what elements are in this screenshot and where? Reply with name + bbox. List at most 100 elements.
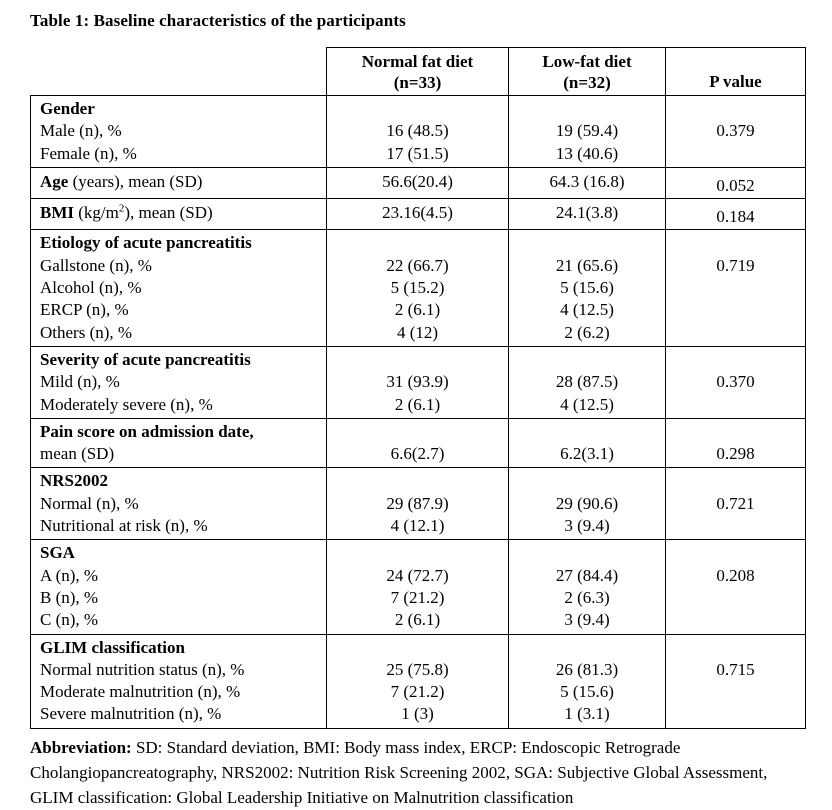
row-label: BMI (kg/m2), mean (SD) [40,202,324,224]
p-value: 0.719 [716,255,755,275]
p-value-cell: 0.052 [665,166,806,200]
p-value-cell: 0.184 [665,198,806,231]
value: 29 (87.9) [386,493,449,513]
table-row-gender: Gender Male (n), % Female (n), % 16 (48.… [30,95,806,168]
row-label-rest: ), mean (SD) [124,203,213,223]
normal-fat-cell: 22 (66.7) 5 (15.2) 2 (6.1) 4 (12) [326,229,509,347]
row-label: Moderate malnutrition (n), % [40,682,241,702]
value: 22 (66.7) [386,255,449,275]
abbreviations-note: Abbreviation: SD: Standard deviation, BM… [30,735,782,810]
spacer [670,232,801,254]
low-fat-cell: 21 (65.6) 5 (15.6) 4 (12.5) 2 (6.2) [508,229,666,347]
value: 1 (3.1) [564,704,610,724]
value: 24 (72.7) [386,565,449,585]
row-label: C (n), % [40,610,99,630]
col-header-line: (n=32) [563,73,611,92]
col-header-line: Low-fat diet [542,52,632,71]
value: 21 (65.6) [555,255,619,275]
table-title: Table 1: Baseline characteristics of the… [30,11,406,30]
row-label: Gallstone (n), % [40,255,152,275]
row-label: Age (years), mean (SD) [40,171,324,193]
value: 4 (12) [396,322,439,342]
value: 2 (6.1) [394,610,441,630]
col-header-line: Normal fat diet [361,52,474,71]
spacer [670,542,801,564]
row-label: mean (SD) [40,444,115,464]
value: 26 (81.3) [555,659,619,679]
spacer [670,470,801,492]
spacer [331,421,504,443]
low-fat-cell: 27 (84.4) 2 (6.3) 3 (9.4) [508,539,666,635]
table-row-glim: GLIM classification Normal nutrition sta… [30,633,806,729]
p-value: 0.721 [716,493,755,513]
value: 28 (87.5) [555,372,619,392]
low-fat-cell: 64.3 (16.8) [508,166,666,200]
normal-fat-cell: 29 (87.9) 4 (12.1) [326,467,509,541]
value: 3 (9.4) [564,516,610,536]
p-value-cell: 0.715 [665,633,806,729]
row-label-cell: Severity of acute pancreatitis Mild (n),… [30,345,327,419]
col-header-low-fat-diet: Low-fat diet (n=32) [508,47,666,96]
row-label-cell: Etiology of acute pancreatitis Gallstone… [30,229,327,347]
normal-fat-cell: 23.16(4.5) [326,198,509,231]
value: 7 (21.2) [390,587,445,607]
spacer [331,470,504,492]
superscript: 2 [118,202,125,215]
table-row-age: Age (years), mean (SD) 56.6(20.4) 64.3 (… [30,166,806,200]
table-row-etiology: Etiology of acute pancreatitis Gallstone… [30,229,806,347]
row-label: Female (n), % [40,143,137,163]
row-label: Severe malnutrition (n), % [40,704,222,724]
row-label: Nutritional at risk (n), % [40,516,208,536]
section-heading: Severity of acute pancreatitis [40,349,251,369]
value: 1 (3) [401,704,434,724]
p-value: 0.052 [716,175,755,195]
table-row-sga: SGA A (n), % B (n), % C (n), % 24 (72.7)… [30,539,806,635]
spacer [513,542,661,564]
normal-fat-cell: 16 (48.5) 17 (51.5) [326,95,509,168]
row-label-bold: BMI [40,203,74,223]
spacer [513,637,661,659]
section-heading: NRS2002 [40,471,109,491]
row-label: A (n), % [40,565,99,585]
row-label: B (n), % [40,587,99,607]
value: 5 (15.2) [390,278,445,298]
value: 13 (40.6) [555,143,619,163]
abbreviations-label: Abbreviation: [30,737,132,757]
value: 4 (12.1) [390,516,445,536]
table-header-row: Normal fat diet (n=33) Low-fat diet (n=3… [31,47,806,96]
row-label: Moderately severe (n), % [40,394,213,414]
row-label-cell: SGA A (n), % B (n), % C (n), % [30,539,327,635]
row-label-rest: (years), mean (SD) [68,171,203,191]
normal-fat-cell: 56.6(20.4) [326,166,509,200]
row-label: Normal nutrition status (n), % [40,659,245,679]
table-row-pain-score: Pain score on admission date, mean (SD) … [30,417,806,469]
baseline-characteristics-table: Normal fat diet (n=33) Low-fat diet (n=3… [30,47,806,729]
value: 2 (6.3) [564,587,610,607]
row-label: Alcohol (n), % [40,278,142,298]
normal-fat-cell: 24 (72.7) 7 (21.2) 2 (6.1) [326,539,509,635]
p-value-cell: 0.719 [665,229,806,347]
section-heading: Gender [40,99,95,118]
value: 7 (21.2) [390,682,445,702]
p-value: 0.379 [716,121,755,141]
value: 4 (12.5) [560,394,614,414]
value: 6.6(2.7) [390,444,445,464]
value: 6.2(3.1) [560,444,614,464]
spacer [331,98,504,120]
table-row-nrs2002: NRS2002 Normal (n), % Nutritional at ris… [30,467,806,541]
value: 4 (12.5) [560,300,614,320]
low-fat-cell: 28 (87.5) 4 (12.5) [508,345,666,419]
p-value: 0.370 [716,372,755,392]
abbreviations-text: SD: Standard deviation, BMI: Body mass i… [30,737,768,807]
value: 2 (6.1) [394,300,441,320]
row-label-cell: NRS2002 Normal (n), % Nutritional at ris… [30,467,327,541]
table-row-severity: Severity of acute pancreatitis Mild (n),… [30,345,806,419]
p-value: 0.208 [716,565,755,585]
value: 56.6(20.4) [382,171,453,191]
p-value-cell: 0.208 [665,539,806,635]
spacer [331,637,504,659]
row-label-cell: BMI (kg/m2), mean (SD) [30,198,327,231]
row-label: Others (n), % [40,322,133,342]
p-value-cell: 0.370 [665,345,806,419]
